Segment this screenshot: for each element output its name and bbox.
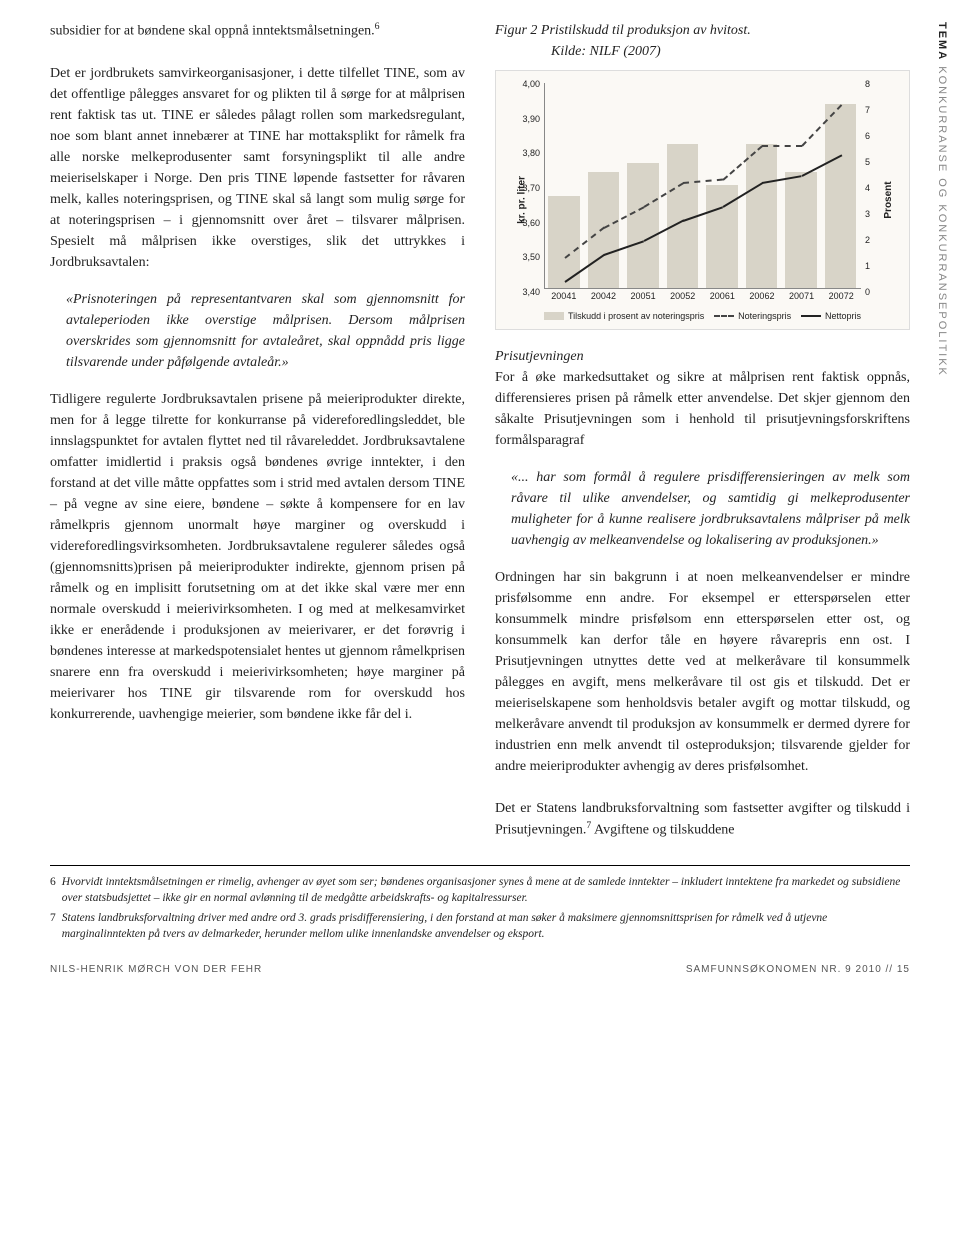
y-axis-label-right: Prosent xyxy=(881,181,896,218)
figure-caption: Figur 2 Pristilskudd til produksjon av h… xyxy=(495,20,910,62)
footnote-7-text: Statens landbruksforvaltning driver med … xyxy=(62,910,910,942)
footer-author: NILS-HENRIK MØRCH VON DER FEHR xyxy=(50,962,262,977)
para-ordningen: Ordningen har sin bakgrunn i at noen mel… xyxy=(495,567,910,777)
para-intro: subsidier for at bøndene skal oppnå innt… xyxy=(50,20,465,42)
chart-pristilskudd: kr. pr. liter Prosent Tilskudd i prosent… xyxy=(495,70,910,330)
right-column: Figur 2 Pristilskudd til produksjon av h… xyxy=(495,20,910,841)
quote-prisnotering: «Prisnoteringen på representantvaren ska… xyxy=(50,289,465,373)
legend-bars: Tilskudd i prosent av noteringspris xyxy=(544,310,704,324)
legend-netto-label: Nettopris xyxy=(825,310,861,324)
para-jordbruksavtalen: Tidligere regulerte Jordbruksavtalen pri… xyxy=(50,389,465,725)
legend-netto: Nettopris xyxy=(801,310,861,324)
legend-notering: Noteringspris xyxy=(714,310,791,324)
footnotes: 6 Hvorvidt inntektsmålsetningen er rimel… xyxy=(50,865,910,942)
chart-plot-area xyxy=(544,83,861,289)
sidebar-category: KONKURRANSE OG KONKURRANSEPOLITIKK xyxy=(936,66,948,377)
footnote-7: 7 Statens landbruksforvaltning driver me… xyxy=(50,910,910,942)
sidebar-tema: TEMA xyxy=(936,22,948,61)
footnote-ref-6: 6 xyxy=(375,21,380,32)
chart-legend: Tilskudd i prosent av noteringspris Note… xyxy=(544,310,861,324)
footnote-6-num: 6 xyxy=(50,874,56,906)
para-prisutjevning-intro: For å øke markedsuttaket og sikre at mål… xyxy=(495,367,910,451)
sidebar-section-label: TEMA KONKURRANSE OG KONKURRANSEPOLITIKK xyxy=(934,22,951,377)
quote-formaal: «... har som formål å regulere prisdiffe… xyxy=(495,467,910,551)
page-columns: subsidier for at bøndene skal oppnå innt… xyxy=(50,20,910,841)
footnote-6: 6 Hvorvidt inntektsmålsetningen er rimel… xyxy=(50,874,910,906)
footnote-6-text: Hvorvidt inntektsmålsetningen er rimelig… xyxy=(62,874,910,906)
left-column: subsidier for at bøndene skal oppnå innt… xyxy=(50,20,465,841)
page-footer: NILS-HENRIK MØRCH VON DER FEHR SAMFUNNSØ… xyxy=(50,962,910,977)
para-slf: Det er Statens landbruksforvaltning som … xyxy=(495,798,910,841)
heading-prisutjevning: Prisutjevningen xyxy=(495,346,910,367)
legend-bars-label: Tilskudd i prosent av noteringspris xyxy=(568,310,704,324)
para-tine: Det er jordbrukets samvirkeorganisasjone… xyxy=(50,63,465,273)
para-intro-text: subsidier for at bøndene skal oppnå innt… xyxy=(50,24,375,39)
footer-publication: SAMFUNNSØKONOMEN NR. 9 2010 // 15 xyxy=(686,962,910,977)
figure-title: Figur 2 Pristilskudd til produksjon av h… xyxy=(495,23,751,38)
figure-source: Kilde: NILF (2007) xyxy=(495,44,661,59)
footnote-7-num: 7 xyxy=(50,910,56,942)
legend-notering-label: Noteringspris xyxy=(738,310,791,324)
para-slf-b: Avgiftene og tilskuddene xyxy=(591,823,734,838)
